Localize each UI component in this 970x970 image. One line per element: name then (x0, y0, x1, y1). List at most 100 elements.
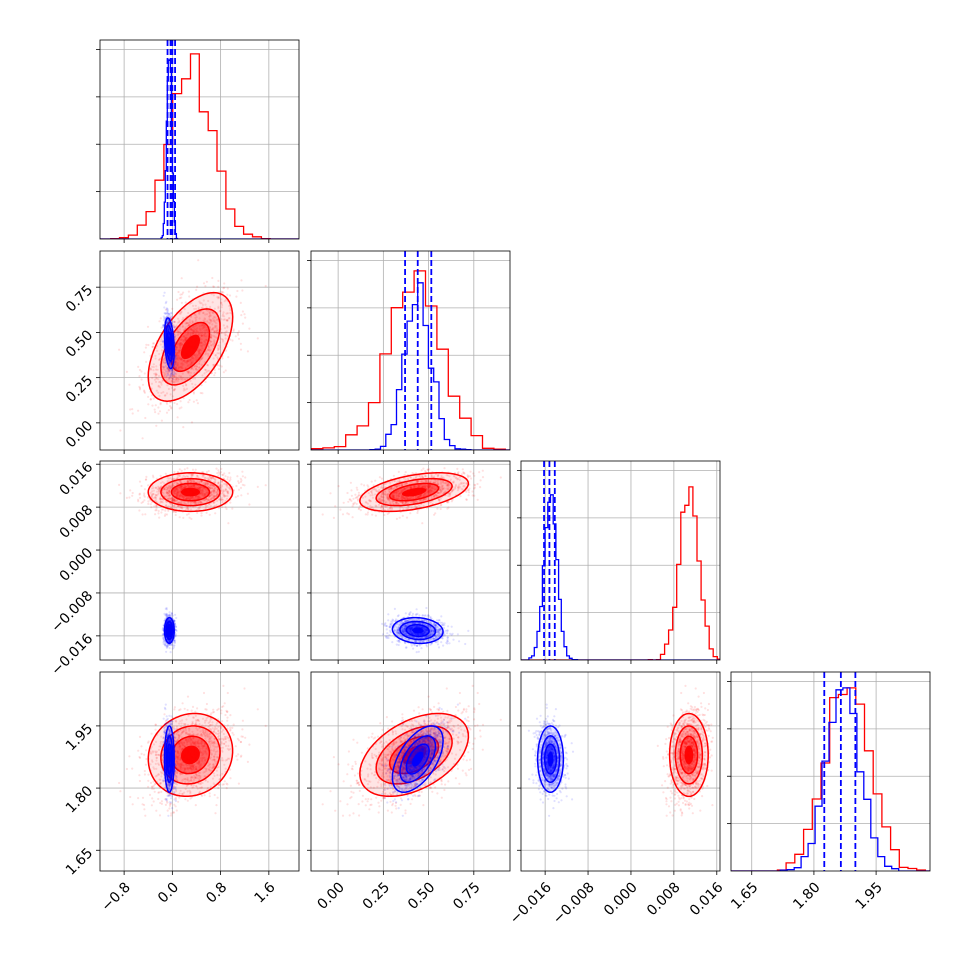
sample-point (229, 338, 232, 341)
sample-point (217, 328, 220, 331)
sample-point (179, 400, 182, 403)
sample-point (201, 327, 204, 330)
sample-point (151, 342, 155, 345)
sample-point (188, 324, 191, 327)
sample-point (220, 318, 223, 321)
sample-point (168, 484, 171, 487)
sample-point (143, 391, 146, 394)
sample-point (162, 315, 165, 318)
sample-point (198, 361, 201, 364)
sample-point (119, 492, 122, 495)
sample-point (147, 484, 150, 487)
sample-point (177, 486, 180, 489)
sample-point (170, 315, 173, 318)
sample-point (137, 365, 140, 368)
sample-point (243, 313, 246, 316)
sample-point (166, 384, 169, 387)
sample-point (138, 509, 141, 512)
sample-point (208, 484, 212, 487)
sample-point (186, 371, 189, 374)
sample-point (138, 375, 141, 378)
sample-point (159, 340, 162, 343)
sample-point (169, 374, 172, 377)
sample-point (204, 353, 207, 356)
sample-point (231, 507, 234, 510)
sample-point (194, 354, 197, 357)
sample-point (196, 402, 199, 405)
sample-point (215, 336, 218, 339)
sample-point (220, 483, 223, 486)
sample-point (183, 359, 186, 362)
sample-point (167, 368, 171, 371)
sample-point (208, 478, 211, 482)
sample-point (154, 380, 158, 383)
sample-point (187, 512, 190, 516)
sample-point (171, 395, 174, 398)
sample-point (216, 352, 219, 355)
sample-point (220, 298, 223, 301)
sample-point (197, 311, 200, 314)
sample-point (227, 522, 230, 525)
sample-point (192, 359, 195, 362)
sample-point (195, 358, 198, 361)
sample-point (159, 380, 162, 383)
sample-point (162, 324, 165, 327)
sample-point (212, 326, 215, 330)
sample-point (180, 296, 183, 299)
sample-point (202, 311, 205, 314)
sample-point (200, 363, 203, 366)
sample-point (176, 403, 179, 406)
sample-point (160, 326, 163, 329)
sample-point (175, 377, 178, 380)
sample-point (163, 487, 166, 490)
sample-point (154, 404, 157, 407)
sample-point (189, 358, 192, 361)
sample-point (213, 341, 216, 344)
sample-point (240, 494, 243, 497)
sample-point (236, 332, 239, 335)
sample-point (167, 329, 170, 332)
sample-point (176, 330, 179, 333)
sample-point (186, 360, 189, 363)
sample-point (228, 304, 231, 308)
sample-point (224, 333, 227, 336)
sample-point (196, 285, 199, 288)
sample-point (171, 483, 174, 486)
sample-point (213, 368, 216, 372)
sample-point (192, 329, 195, 332)
sample-point (208, 369, 211, 372)
sample-point (167, 329, 170, 332)
sample-point (174, 354, 177, 357)
sample-point (214, 316, 217, 319)
sample-point (176, 331, 179, 334)
sample-point (177, 366, 180, 369)
sample-point (200, 338, 203, 341)
sample-point (153, 408, 156, 411)
sample-point (178, 495, 182, 498)
sample-point (208, 346, 211, 349)
sample-point (216, 356, 219, 359)
sample-point (191, 485, 194, 488)
sample-point (223, 286, 226, 289)
sample-point (160, 349, 163, 352)
sample-point (171, 369, 174, 372)
sample-point (165, 370, 168, 373)
sample-point (237, 330, 240, 333)
sample-point (201, 392, 204, 395)
sample-point (181, 363, 184, 366)
sample-point (147, 403, 150, 406)
sample-point (223, 494, 226, 498)
sample-point (192, 354, 195, 357)
sample-point (218, 341, 221, 344)
sample-point (178, 328, 181, 331)
sample-point (183, 501, 186, 504)
sample-point (185, 334, 188, 337)
sample-point (237, 481, 240, 485)
sample-point (226, 478, 229, 481)
sample-point (216, 472, 219, 475)
sample-point (166, 309, 169, 312)
sample-point (194, 320, 197, 323)
sample-point (178, 358, 181, 361)
sample-point (189, 358, 192, 362)
sample-point (174, 613, 177, 616)
